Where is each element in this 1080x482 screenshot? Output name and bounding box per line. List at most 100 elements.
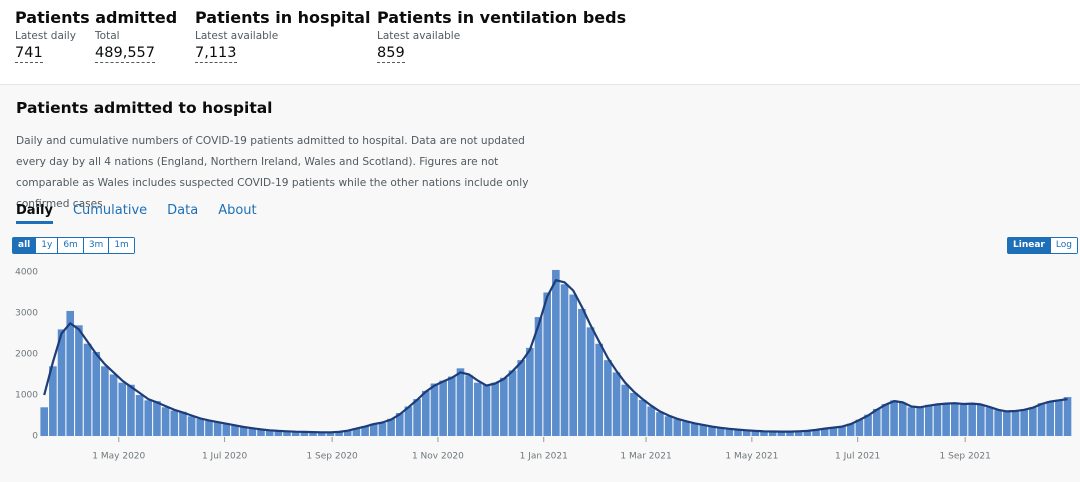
bar — [343, 430, 352, 436]
bar — [317, 432, 326, 436]
bar — [586, 327, 595, 436]
bar — [127, 384, 135, 436]
bar — [257, 429, 265, 436]
card-title: Patients admitted to hospital — [16, 99, 273, 117]
bar — [924, 404, 933, 436]
bar — [768, 431, 777, 436]
metric-value[interactable]: 859 — [377, 45, 405, 63]
metric-value[interactable]: 489,557 — [95, 45, 155, 63]
tab[interactable]: About — [218, 203, 257, 218]
bar — [517, 360, 525, 436]
bar — [57, 329, 66, 436]
bar — [1063, 397, 1072, 436]
bar — [621, 384, 630, 436]
bar — [83, 343, 92, 436]
bar — [1046, 401, 1054, 436]
range-button[interactable]: 1m — [109, 238, 134, 253]
bar — [222, 424, 231, 436]
bar — [898, 402, 907, 436]
bar — [829, 427, 838, 436]
bar — [40, 407, 49, 436]
bar — [1029, 407, 1037, 436]
metric: Latest daily 741 — [15, 30, 76, 63]
bar — [612, 372, 621, 436]
bar — [716, 428, 725, 436]
bar — [92, 351, 101, 436]
x-tick-label: 1 Jan 2021 — [520, 452, 568, 462]
bar — [187, 416, 196, 436]
bar — [196, 418, 205, 436]
bar — [742, 430, 751, 436]
metric-value[interactable]: 7,113 — [195, 45, 237, 63]
bar — [66, 310, 75, 436]
summary-block: Patients in ventilation beds Latest avai… — [377, 8, 626, 63]
x-tick-label: 1 Nov 2020 — [412, 452, 464, 462]
bar — [161, 407, 170, 436]
bar — [864, 414, 872, 436]
bar — [1003, 411, 1011, 436]
bar — [881, 404, 890, 436]
bar — [985, 407, 994, 436]
bar — [439, 380, 447, 436]
y-tick-label: 1000 — [15, 391, 38, 401]
range-button[interactable]: 6m — [58, 238, 84, 253]
range-button[interactable]: all — [13, 238, 37, 253]
bar — [265, 430, 274, 436]
range-button[interactable]: 1y — [36, 238, 59, 253]
bar — [239, 426, 248, 436]
summary-bar: Patients admitted Latest daily 741 Total 4… — [0, 0, 1080, 83]
bar — [309, 432, 317, 436]
tab[interactable]: Data — [167, 203, 199, 218]
y-tick-label: 2000 — [15, 350, 38, 360]
line — [43, 279, 1068, 434]
summary-block: Patients in hospital Latest available 7,1… — [195, 8, 370, 63]
bar — [170, 410, 179, 436]
bar — [421, 390, 430, 436]
tabs: Daily Cumulative Data About — [16, 203, 277, 224]
bar — [404, 406, 413, 436]
bar — [942, 403, 950, 436]
bar — [907, 407, 916, 436]
bar — [777, 431, 786, 436]
tab[interactable]: Cumulative — [72, 203, 148, 218]
summary-title: Patients in ventilation beds — [377, 8, 627, 27]
metric-label: Latest daily — [15, 30, 76, 42]
bar — [647, 406, 656, 436]
metric-value[interactable]: 741 — [15, 45, 43, 63]
bar — [231, 425, 239, 436]
scale-button[interactable]: Linear — [1008, 238, 1051, 253]
x-tick-label: 1 May 2021 — [725, 452, 778, 462]
bar — [786, 431, 794, 436]
range-buttons: all 1y 6m 3m 1m — [12, 237, 135, 254]
bar — [300, 431, 309, 436]
bar — [569, 294, 578, 436]
bar — [638, 399, 647, 436]
bar — [118, 382, 127, 436]
bar — [465, 375, 473, 436]
bar — [500, 377, 508, 436]
bar — [1037, 403, 1046, 436]
metric-label: Latest available — [195, 30, 279, 42]
bar — [395, 413, 404, 436]
bar — [413, 399, 421, 436]
bar — [872, 408, 881, 436]
bar — [968, 403, 976, 436]
bar — [335, 431, 343, 436]
tab[interactable]: Daily — [16, 203, 53, 224]
bar — [508, 370, 517, 436]
bar — [552, 269, 560, 436]
bar — [526, 347, 534, 436]
bar — [664, 416, 673, 436]
bar — [950, 402, 959, 436]
card-description: Daily and cumulative numbers of COVID-19… — [16, 135, 529, 210]
bar — [708, 426, 716, 436]
bar — [1011, 410, 1020, 436]
range-button[interactable]: 3m — [83, 238, 110, 253]
bar — [803, 430, 812, 436]
scale-button[interactable]: Log — [1050, 238, 1077, 253]
bar — [75, 325, 83, 436]
bar — [101, 366, 109, 436]
metric-label: Total — [95, 30, 120, 42]
y-tick-label: 3000 — [15, 309, 38, 319]
